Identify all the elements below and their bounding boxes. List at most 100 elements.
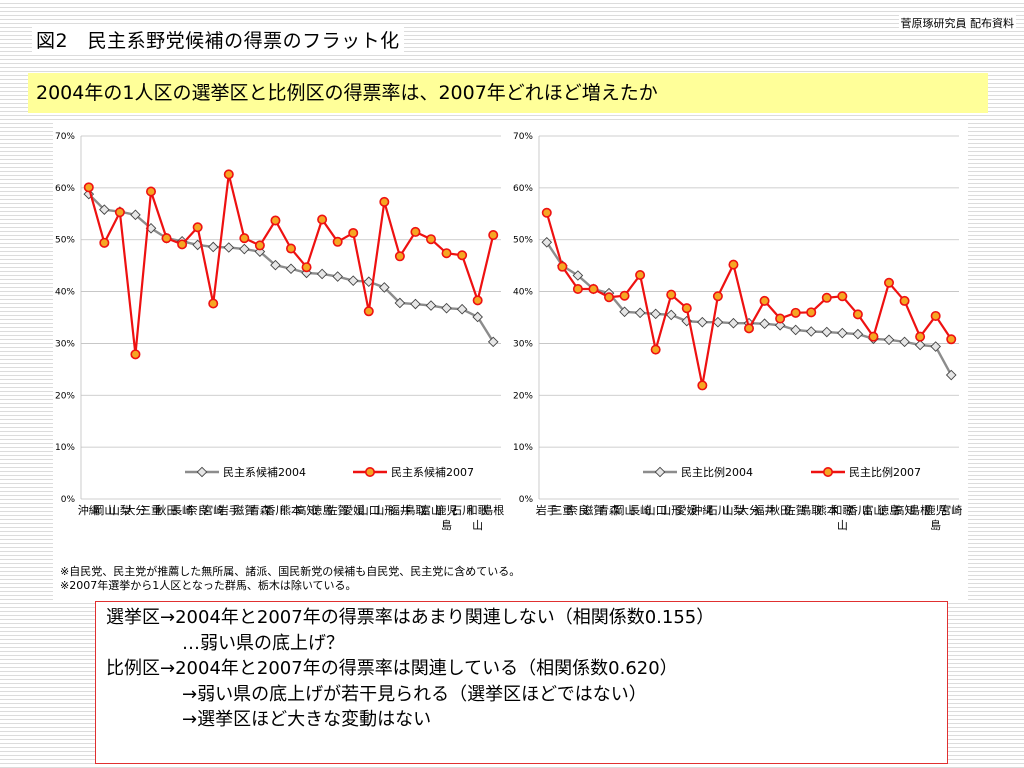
x-tick-label: 鹿児島	[925, 503, 947, 532]
data-point	[572, 270, 584, 281]
data-point	[207, 241, 219, 253]
data-point	[456, 303, 468, 315]
data-point	[472, 311, 483, 323]
data-point	[270, 215, 281, 226]
y-tick-label: 70%	[513, 132, 533, 142]
data-point	[588, 283, 599, 294]
data-point	[945, 369, 957, 381]
x-tick-label: 岡山	[614, 504, 636, 517]
data-point	[379, 282, 390, 293]
x-tick-label: 奈良	[187, 503, 209, 517]
slide-title: 図2 民主系野党候補の得票のフラット化	[32, 26, 404, 53]
data-point	[728, 259, 739, 270]
x-tick-label: 秋田	[156, 503, 178, 517]
data-point	[634, 307, 646, 319]
data-point	[883, 334, 895, 346]
data-point	[425, 300, 437, 311]
data-point	[487, 336, 499, 348]
legend-label: 民主比例2007	[849, 465, 921, 479]
data-point	[239, 243, 250, 255]
x-tick-label: 和歌山	[831, 503, 853, 532]
data-point	[759, 295, 770, 306]
data-point	[572, 283, 583, 294]
x-tick-label: 大分	[124, 503, 146, 517]
data-point	[347, 275, 359, 286]
y-tick-label: 40%	[55, 288, 75, 298]
y-tick-label: 60%	[513, 184, 533, 194]
x-tick-label: 愛媛	[342, 503, 364, 517]
summary-line: →弱い県の底上げが若干見られる（選挙区ほどではない）	[182, 683, 647, 705]
x-tick-label: 島根	[482, 503, 504, 517]
headline-box: 2004年の1人区の選挙区と比例区の得票率は、2007年どれほど増えたか	[28, 73, 988, 113]
data-point	[930, 310, 941, 321]
y-tick-label: 50%	[55, 236, 75, 246]
data-point	[457, 250, 468, 261]
data-point	[728, 317, 739, 329]
data-point	[270, 259, 281, 271]
y-tick-label: 0%	[61, 495, 76, 505]
chart-senkyoku: 0% 10% 20% 30% 40% 50% 60% 70% 沖縄岡山山梨大分三重秋田長崎奈良宮…	[55, 132, 504, 532]
data-point	[852, 309, 863, 320]
x-tick-label: 佐賀	[327, 503, 349, 517]
data-point	[379, 196, 390, 207]
x-tick-label: 香川	[264, 504, 286, 517]
series-line	[545, 241, 953, 376]
x-tick-label: 宮崎	[940, 503, 962, 517]
headline-text: 2004年の1人区の選挙区と比例区の得票率は、2007年どれほど増えたか	[36, 82, 658, 104]
legend-marker	[364, 466, 375, 477]
data-point	[852, 328, 864, 340]
x-tick-label: 島根	[909, 503, 931, 517]
x-tick-label: 長崎	[171, 503, 193, 517]
y-tick-label: 10%	[55, 443, 75, 453]
data-point	[914, 339, 926, 351]
data-point	[541, 237, 553, 248]
data-point	[744, 323, 755, 334]
y-tick-label: 30%	[513, 339, 533, 349]
data-point	[316, 268, 328, 280]
data-point	[837, 291, 848, 302]
data-point	[697, 380, 708, 391]
data-point	[425, 234, 436, 245]
data-point	[604, 292, 615, 303]
data-point	[946, 334, 957, 345]
summary-line: →選挙区ほど大きな変動はない	[182, 709, 432, 730]
data-point	[557, 261, 568, 272]
x-tick-label: 熊本	[280, 503, 302, 517]
x-tick-label: 宮崎	[202, 503, 224, 517]
data-point	[759, 318, 770, 330]
x-tick-label: 徳島	[311, 503, 333, 517]
x-tick-label: 佐賀	[785, 503, 807, 517]
x-tick-label: 鳥取	[404, 503, 426, 517]
x-tick-label: 沖縄	[78, 503, 100, 517]
data-point	[650, 308, 661, 320]
x-tick-label: 山形	[373, 504, 395, 517]
data-point	[712, 316, 724, 328]
footnote-line: ※2007年選挙から1人区となった群馬、栃木は除いている。	[60, 579, 357, 592]
data-point	[681, 303, 692, 314]
data-point	[805, 326, 817, 337]
x-tick-label: 福井	[754, 503, 776, 517]
data-point	[286, 243, 297, 254]
data-point	[821, 292, 832, 303]
data-point	[883, 277, 894, 288]
data-point	[332, 236, 343, 247]
x-tick-label: 香川	[847, 504, 869, 517]
y-tick-label: 20%	[55, 391, 75, 401]
data-point	[790, 307, 801, 318]
data-point	[285, 263, 297, 275]
x-tick-label: 山形	[660, 504, 682, 517]
y-tick-label: 60%	[55, 184, 75, 194]
y-tick-label: 40%	[513, 288, 533, 298]
x-tick-label: 岩手	[536, 503, 558, 517]
data-point	[915, 331, 926, 342]
data-point	[363, 276, 375, 288]
legend-marker	[654, 466, 666, 478]
data-point	[806, 307, 817, 318]
data-point	[239, 233, 250, 244]
x-tick-label: 三重	[551, 503, 573, 517]
y-tick-label: 70%	[55, 132, 75, 142]
x-tick-label: 長崎	[629, 503, 651, 517]
data-point	[441, 248, 452, 259]
data-point	[394, 297, 406, 309]
y-tick-label: 20%	[513, 391, 533, 401]
